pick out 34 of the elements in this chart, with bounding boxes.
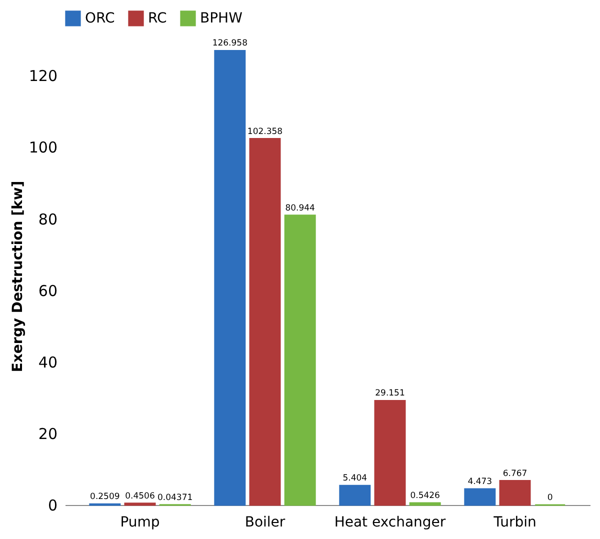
data-label: 6.767 <box>502 468 528 479</box>
y-tick-label: 60 <box>38 282 58 300</box>
x-tick-label: Heat exchanger <box>334 514 446 530</box>
y-tick-label: 40 <box>38 353 58 372</box>
legend-label: ORC <box>85 10 116 26</box>
data-label: 80.944 <box>285 203 315 214</box>
data-label: 126.958 <box>212 38 248 49</box>
data-label: 0.2509 <box>90 492 120 502</box>
data-label: 0.4506 <box>125 491 155 502</box>
data-label: 0.5426 <box>410 491 440 502</box>
x-tick-label: Boiler <box>244 514 286 530</box>
y-axis-title: Exergy Destruction [kw] <box>10 180 26 372</box>
y-tick-label: 80 <box>38 210 58 228</box>
data-label: 4.473 <box>468 476 492 487</box>
data-label: 0 <box>547 493 553 503</box>
y-tick-label: 100 <box>28 138 58 157</box>
data-label: 102.358 <box>247 126 283 137</box>
bar <box>284 214 316 506</box>
bar <box>374 400 406 506</box>
bar <box>339 484 371 506</box>
x-tick-label: Turbin <box>492 514 536 530</box>
bar <box>214 50 246 506</box>
data-label: 5.404 <box>342 474 368 484</box>
data-label: 29.151 <box>375 388 405 399</box>
y-tick-label: 0 <box>48 496 58 514</box>
data-label: 0.04371 <box>158 492 193 503</box>
legend-label: BPHW <box>200 10 243 26</box>
y-tick-label: 120 <box>28 67 58 86</box>
x-tick-label: Pump <box>120 514 160 530</box>
legend-label: RC <box>148 10 168 26</box>
bar <box>499 480 531 506</box>
y-tick-label: 20 <box>38 424 58 443</box>
bar <box>249 138 281 506</box>
bar <box>464 488 496 506</box>
